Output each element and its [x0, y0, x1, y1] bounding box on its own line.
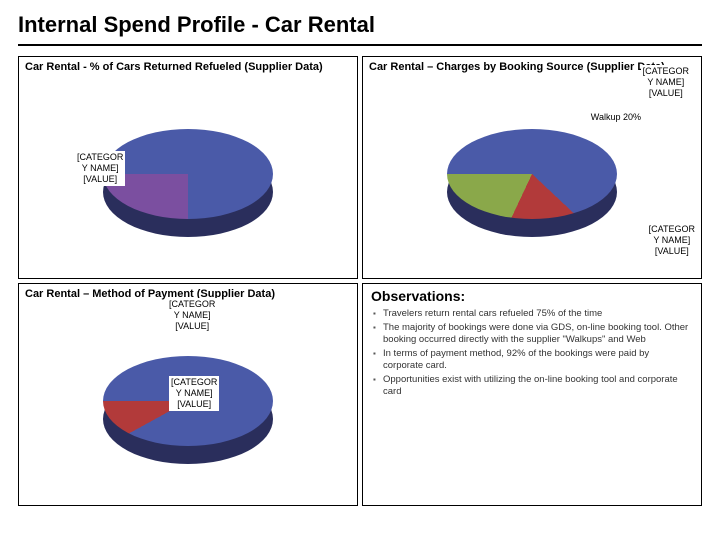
- slice-label: [CATEGOR Y NAME] [VALUE]: [75, 151, 125, 186]
- chart-refuel: [CATEGOR Y NAME] [VALUE]: [19, 79, 357, 278]
- chart-payment: [CATEGOR Y NAME] [VALUE] [CATEGOR Y NAME…: [19, 306, 357, 505]
- panel-observations: Observations: Travelers return rental ca…: [362, 283, 702, 506]
- page: Internal Spend Profile - Car Rental Car …: [0, 0, 720, 540]
- observation-item: Travelers return rental cars refueled 75…: [373, 308, 691, 320]
- slice-label-ext: [CATEGOR Y NAME] [VALUE]: [167, 298, 217, 333]
- slice-label: [CATEGOR Y NAME] [VALUE]: [647, 223, 697, 258]
- pie-top: [103, 129, 273, 219]
- chart-grid: Car Rental - % of Cars Returned Refueled…: [18, 56, 702, 506]
- observation-item: In terms of payment method, 92% of the b…: [373, 348, 691, 372]
- chart-booking: [CATEGOR Y NAME] [VALUE] Walkup 20% [CAT…: [363, 79, 701, 278]
- observations-list: Travelers return rental cars refueled 75…: [363, 306, 701, 406]
- panel-refuel: Car Rental - % of Cars Returned Refueled…: [18, 56, 358, 279]
- pie-booking: [442, 119, 622, 239]
- page-title: Internal Spend Profile - Car Rental: [18, 12, 702, 46]
- panel-refuel-title: Car Rental - % of Cars Returned Refueled…: [19, 57, 357, 77]
- observation-item: The majority of bookings were done via G…: [373, 322, 691, 346]
- slice-label: [CATEGOR Y NAME] [VALUE]: [169, 376, 219, 411]
- panel-booking: Car Rental – Charges by Booking Source (…: [362, 56, 702, 279]
- pie-top: [447, 129, 617, 219]
- observations-title: Observations:: [363, 284, 701, 306]
- observation-item: Opportunities exist with utilizing the o…: [373, 374, 691, 398]
- slice-label-ext: [CATEGOR Y NAME] [VALUE]: [641, 65, 691, 100]
- panel-payment: Car Rental – Method of Payment (Supplier…: [18, 283, 358, 506]
- slice-label-walkup: Walkup 20%: [589, 111, 643, 124]
